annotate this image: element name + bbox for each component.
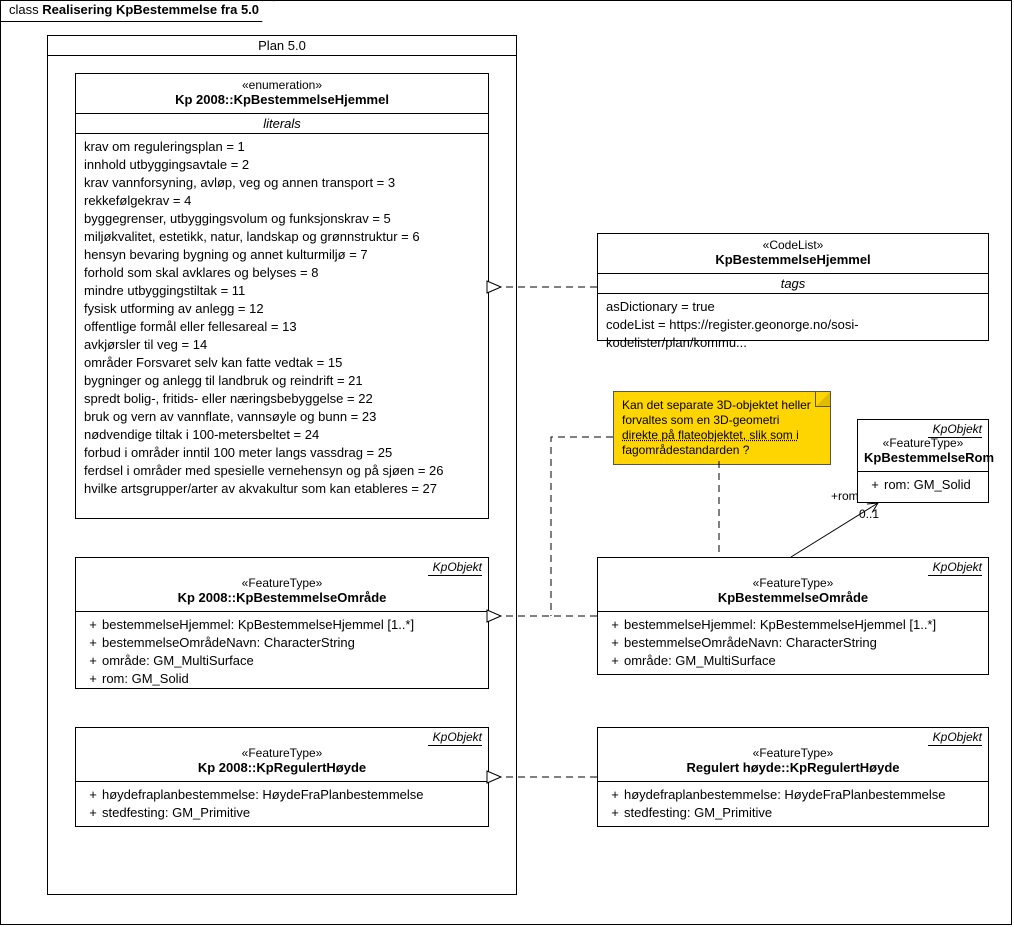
package-tab: Plan 5.0 bbox=[47, 35, 517, 55]
attr-row: innhold utbyggingsavtale = 2 bbox=[84, 156, 480, 174]
stereotype: «FeatureType» bbox=[864, 436, 982, 450]
class-enum-hjemmel: «enumeration» Kp 2008::KpBestemmelseHjem… bbox=[75, 73, 489, 519]
class-name: KpBestemmelseHjemmel bbox=[604, 252, 982, 267]
class-kp2008-hoyde: KpObjekt «FeatureType» Kp 2008::KpRegule… bbox=[75, 727, 489, 827]
attr-row: +høydefraplanbestemmelse: HøydeFraPlanbe… bbox=[84, 786, 480, 804]
attr-row: +rom: GM_Solid bbox=[866, 476, 980, 494]
attr-row: ferdsel i områder med spesielle vernehen… bbox=[84, 462, 480, 480]
attrs-list: +høydefraplanbestemmelse: HøydeFraPlanbe… bbox=[598, 782, 988, 828]
class-name: Kp 2008::KpRegulertHøyde bbox=[82, 760, 482, 775]
attr-row: +bestemmelseHjemmel: KpBestemmelseHjemme… bbox=[606, 616, 980, 634]
stereotype: «enumeration» bbox=[82, 78, 482, 92]
attr-row: +område: GM_MultiSurface bbox=[606, 652, 980, 670]
section-title: literals bbox=[76, 114, 488, 134]
corner-label: KpObjekt bbox=[933, 422, 982, 436]
attr-row: forbud i områder inntil 100 meter langs … bbox=[84, 444, 480, 462]
note-line: Kan det separate 3D-objektet heller bbox=[622, 398, 822, 413]
attrs-list: asDictionary = truecodeList = https://re… bbox=[598, 294, 988, 358]
stereotype: «FeatureType» bbox=[604, 576, 982, 590]
attr-row: byggegrenser, utbyggingsvolum og funksjo… bbox=[84, 210, 480, 228]
attr-row: mindre utbyggingstiltak = 11 bbox=[84, 282, 480, 300]
class-header: «enumeration» Kp 2008::KpBestemmelseHjem… bbox=[76, 74, 488, 114]
class-header: «FeatureType» Regulert høyde::KpRegulert… bbox=[598, 728, 988, 782]
class-omrade: KpObjekt «FeatureType» KpBestemmelseOmrå… bbox=[597, 557, 989, 675]
attrs-list: +rom: GM_Solid bbox=[858, 472, 988, 500]
stereotype: «FeatureType» bbox=[82, 746, 482, 760]
attr-row: +høydefraplanbestemmelse: HøydeFraPlanbe… bbox=[606, 786, 980, 804]
attrs-list: +bestemmelseHjemmel: KpBestemmelseHjemme… bbox=[598, 612, 988, 676]
package-name: Plan 5.0 bbox=[258, 38, 306, 53]
section-title: tags bbox=[598, 274, 988, 294]
attr-row: asDictionary = true bbox=[606, 298, 980, 316]
class-header: «CodeList» KpBestemmelseHjemmel bbox=[598, 234, 988, 274]
corner-underline bbox=[928, 745, 982, 746]
attr-row: hensyn bevaring bygning og annet kulturm… bbox=[84, 246, 480, 264]
attr-row: spredt bolig-, fritids- eller næringsbeb… bbox=[84, 390, 480, 408]
attr-row: fysisk utforming av anlegg = 12 bbox=[84, 300, 480, 318]
note-line: direkte på flateobjektet, slik som i bbox=[622, 428, 822, 443]
corner-underline bbox=[428, 745, 482, 746]
diagram-frame: class Realisering KpBestemmelse fra 5.0 … bbox=[0, 0, 1012, 925]
attr-row: rekkefølgekrav = 4 bbox=[84, 192, 480, 210]
attr-row: hvilke artsgrupper/arter av akvakultur s… bbox=[84, 480, 480, 498]
class-header: «FeatureType» KpBestemmelseOmråde bbox=[598, 558, 988, 612]
corner-label: KpObjekt bbox=[433, 730, 482, 744]
class-name: KpBestemmelseRom bbox=[864, 450, 982, 465]
attr-row: forhold som skal avklares og belyses = 8 bbox=[84, 264, 480, 282]
corner-underline bbox=[428, 575, 482, 576]
attr-row: codeList = https://register.geonorge.no/… bbox=[606, 316, 980, 352]
corner-underline bbox=[928, 437, 982, 438]
attr-row: +stedfesting: GM_Primitive bbox=[606, 804, 980, 822]
class-codelist-hjemmel: «CodeList» KpBestemmelseHjemmel tags asD… bbox=[597, 233, 989, 341]
attr-row: +bestemmelseOmrådeNavn: CharacterString bbox=[84, 634, 480, 652]
corner-label: KpObjekt bbox=[433, 560, 482, 574]
attr-row: +rom: GM_Solid bbox=[84, 670, 480, 688]
attr-row: nødvendige tiltak i 100-metersbeltet = 2… bbox=[84, 426, 480, 444]
note-3d-object: Kan det separate 3D-objektet heller forv… bbox=[613, 391, 831, 465]
stereotype: «CodeList» bbox=[604, 238, 982, 252]
attr-row: områder Forsvaret selv kan fatte vedtak … bbox=[84, 354, 480, 372]
corner-underline bbox=[928, 575, 982, 576]
assoc-mult-label: 0..1 bbox=[859, 507, 879, 521]
class-name: KpBestemmelseOmråde bbox=[604, 590, 982, 605]
attr-row: offentlige formål eller fellesareal = 13 bbox=[84, 318, 480, 336]
attrs-list: +høydefraplanbestemmelse: HøydeFraPlanbe… bbox=[76, 782, 488, 828]
literals-list: krav om reguleringsplan = 1innhold utbyg… bbox=[76, 134, 488, 504]
diagram-title-tab: class Realisering KpBestemmelse fra 5.0 bbox=[0, 0, 274, 22]
class-hoyde: KpObjekt «FeatureType» Regulert høyde::K… bbox=[597, 727, 989, 827]
diagram-title-prefix: class bbox=[9, 2, 39, 17]
corner-label: KpObjekt bbox=[933, 730, 982, 744]
class-header: «FeatureType» Kp 2008::KpBestemmelseOmrå… bbox=[76, 558, 488, 612]
note-line: forvaltes som en 3D-geometri bbox=[622, 413, 822, 428]
attr-row: avkjørsler til veg = 14 bbox=[84, 336, 480, 354]
stereotype: «FeatureType» bbox=[82, 576, 482, 590]
note-line: fagområdestandarden ? bbox=[622, 443, 822, 458]
attr-row: bygninger og anlegg til landbruk og rein… bbox=[84, 372, 480, 390]
stereotype: «FeatureType» bbox=[604, 746, 982, 760]
attr-row: krav vannforsyning, avløp, veg og annen … bbox=[84, 174, 480, 192]
diagram-title: Realisering KpBestemmelse fra 5.0 bbox=[42, 2, 259, 17]
attr-row: bruk og vern av vannflate, vannsøyle og … bbox=[84, 408, 480, 426]
attr-row: +område: GM_MultiSurface bbox=[84, 652, 480, 670]
class-name: Kp 2008::KpBestemmelseOmråde bbox=[82, 590, 482, 605]
class-name: Kp 2008::KpBestemmelseHjemmel bbox=[82, 92, 482, 107]
attr-row: +bestemmelseOmrådeNavn: CharacterString bbox=[606, 634, 980, 652]
class-name: Regulert høyde::KpRegulertHøyde bbox=[604, 760, 982, 775]
corner-label: KpObjekt bbox=[933, 560, 982, 574]
attr-row: +bestemmelseHjemmel: KpBestemmelseHjemme… bbox=[84, 616, 480, 634]
class-kp2008-omrade: KpObjekt «FeatureType» Kp 2008::KpBestem… bbox=[75, 557, 489, 689]
attrs-list: +bestemmelseHjemmel: KpBestemmelseHjemme… bbox=[76, 612, 488, 694]
class-header: «FeatureType» Kp 2008::KpRegulertHøyde bbox=[76, 728, 488, 782]
attr-row: miljøkvalitet, estetikk, natur, landskap… bbox=[84, 228, 480, 246]
attr-row: krav om reguleringsplan = 1 bbox=[84, 138, 480, 156]
attr-row: +stedfesting: GM_Primitive bbox=[84, 804, 480, 822]
assoc-role-label: +rom bbox=[831, 489, 859, 503]
class-rom: KpObjekt «FeatureType» KpBestemmelseRom … bbox=[857, 419, 989, 503]
